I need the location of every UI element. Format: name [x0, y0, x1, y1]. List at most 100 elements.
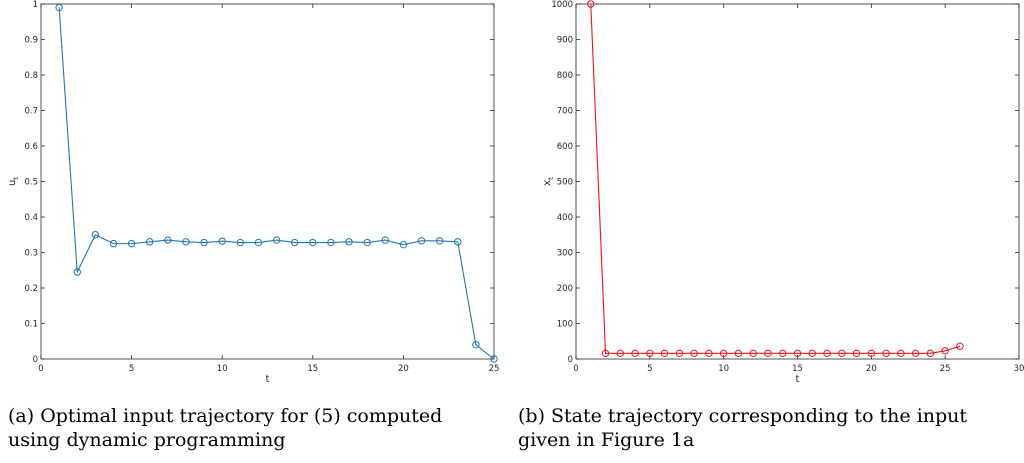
chart-a-data-point: [345, 238, 353, 246]
chart-b-xtick-label: 25: [940, 364, 951, 374]
chart-b-xtick-label: 30: [1014, 364, 1024, 374]
chart-b-data-point: [719, 349, 728, 358]
chart-b-data-point: [838, 349, 846, 358]
chart-b-data-point: [808, 349, 816, 358]
chart-b-ytick-label: 800: [557, 71, 573, 81]
chart-a-ytick-label: 0.2: [24, 284, 38, 294]
chart-a-data-point: [146, 238, 154, 246]
chart-a-ytick-label: 0.8: [24, 71, 38, 81]
chart-a-ytick-label: 1: [33, 0, 38, 10]
chart-b-ytick-label: 600: [557, 142, 573, 152]
chart-b-ytick-label: 700: [557, 107, 573, 117]
chart-a-data-point: [109, 239, 118, 248]
chart-a-xtick-label: 15: [307, 364, 318, 374]
chart-a-xtick-label: 5: [129, 364, 134, 374]
chart-a-ytick-label: 0: [33, 355, 38, 365]
chart-b-ytick-label: 200: [557, 284, 573, 294]
chart-a-data-point: [236, 238, 245, 247]
chart-a-data-point: [55, 3, 63, 12]
chart-b-xtick-label: 15: [792, 364, 803, 374]
chart-a-data-point: [73, 268, 81, 276]
chart-b-data-point: [852, 349, 861, 358]
chart-b-data-point: [705, 349, 713, 358]
chart-a-data-point: [417, 237, 426, 245]
chart-b-ytick-label: 0: [568, 355, 573, 365]
chart-b-ytick-label: 400: [557, 213, 573, 223]
chart-a-xtick-label: 20: [398, 364, 409, 374]
chart-b-data-point: [911, 349, 920, 358]
chart-a-data-point: [327, 238, 335, 247]
chart-a-xtick-label: 10: [217, 364, 228, 374]
chart-b-data-point: [779, 349, 787, 358]
chart-a-data-point: [272, 236, 281, 244]
chart-b-data-point: [941, 347, 949, 355]
chart-a-xtick-label: 0: [38, 364, 43, 374]
chart-b-data-point: [882, 349, 890, 358]
chart-a-data-point: [363, 238, 371, 247]
chart-b-xtick-label: 0: [573, 364, 578, 374]
chart-b-data-point: [734, 349, 743, 358]
chart-a-data-point: [472, 341, 480, 349]
chart-a-ytick-label: 0.6: [24, 142, 38, 152]
chart-a-xtick-label: 25: [489, 364, 500, 374]
chart-a-data-point: [182, 238, 190, 246]
chart-b-ylabel: xt: [542, 177, 555, 186]
chart-b-axes-box: [575, 3, 1020, 360]
chart-b-data-point: [631, 349, 639, 358]
chart-b-xlabel: t: [796, 374, 800, 385]
chart-a-ylabel: ut: [7, 177, 20, 186]
chart-b-data-point: [646, 349, 654, 358]
chart-b-data-point: [867, 349, 876, 358]
chart-a-series-line: [58, 7, 495, 360]
chart-b-ytick-label: 500: [557, 178, 573, 188]
chart-panel-b: 0 5 10 15 20 25 300100200300400500600700800900…: [542, 0, 1024, 385]
chart-b-data-point: [764, 349, 772, 358]
chart-b-data-point: [601, 349, 610, 358]
chart-a-data-point: [399, 240, 408, 249]
caption-a-line1: (a) Optimal input trajectory for (5) com…: [8, 405, 443, 427]
chart-a-xlabel: t: [266, 374, 270, 385]
chart-b-xtick-label: 5: [647, 364, 652, 374]
chart-a-data-point: [454, 238, 462, 246]
chart-b-data-point: [749, 349, 757, 358]
chart-b-data-point: [660, 349, 669, 358]
chart-b-series-line: [590, 3, 961, 354]
chart-a-ytick-label: 0.9: [24, 36, 38, 46]
chart-b-data-point: [793, 349, 802, 358]
chart-b-xtick-label: 20: [866, 364, 877, 374]
chart-a-axes-box: [40, 3, 495, 360]
chart-b-data-point: [690, 349, 698, 358]
chart-b-ytick-label: 900: [557, 36, 573, 46]
caption-b-line1: (b) State trajectory corresponding to th…: [518, 405, 968, 427]
chart-a-data-point: [290, 238, 299, 247]
chart-b-ytick-label: 100: [557, 320, 573, 330]
chart-b-data-point: [616, 349, 624, 358]
chart-panel-a: 0 5 10 15 20 25 0 0.1 0.2 0.3 0.4 0.5 0.6 0.7 0.8 0.9 1 t…: [7, 0, 499, 385]
chart-a-data-point: [381, 236, 389, 244]
caption-b: (b) State trajectory corresponding to th…: [518, 404, 1024, 452]
chart-a-data-point: [200, 238, 208, 247]
chart-a-data-point: [254, 238, 263, 247]
chart-b-xtick-label: 10: [718, 364, 729, 374]
chart-a-ytick-label: 0.3: [24, 249, 38, 259]
chart-b-data-point: [956, 342, 964, 350]
chart-b-data-point: [675, 349, 684, 358]
chart-a-ytick-label: 0.4: [24, 213, 38, 223]
chart-a-data-point: [435, 237, 444, 245]
caption-a-line2: using dynamic programming: [8, 429, 286, 451]
chart-a-data-point: [218, 237, 226, 245]
chart-a-ytick-label: 0.7: [24, 107, 38, 117]
caption-b-line2: given in Figure 1a: [518, 429, 695, 451]
chart-a-ytick-label: 0.1: [24, 320, 38, 330]
chart-a-data-point: [490, 355, 498, 363]
chart-b-data-point: [587, 0, 595, 8]
figure-canvas: 0 5 10 15 20 25 0 0.1 0.2 0.3 0.4 0.5 0.6 0.7 0.8 0.9 1 t…: [7, 0, 1024, 385]
chart-a-data-point: [91, 231, 100, 239]
chart-b-ytick-label: 1000: [551, 0, 573, 10]
chart-a-data-point: [127, 239, 136, 248]
caption-a: (a) Optimal input trajectory for (5) com…: [8, 404, 508, 452]
chart-b-data-point: [823, 349, 831, 358]
chart-a-data-point: [309, 238, 317, 247]
chart-a-ytick-label: 0.5: [24, 178, 38, 188]
chart-a-data-point: [164, 236, 172, 244]
